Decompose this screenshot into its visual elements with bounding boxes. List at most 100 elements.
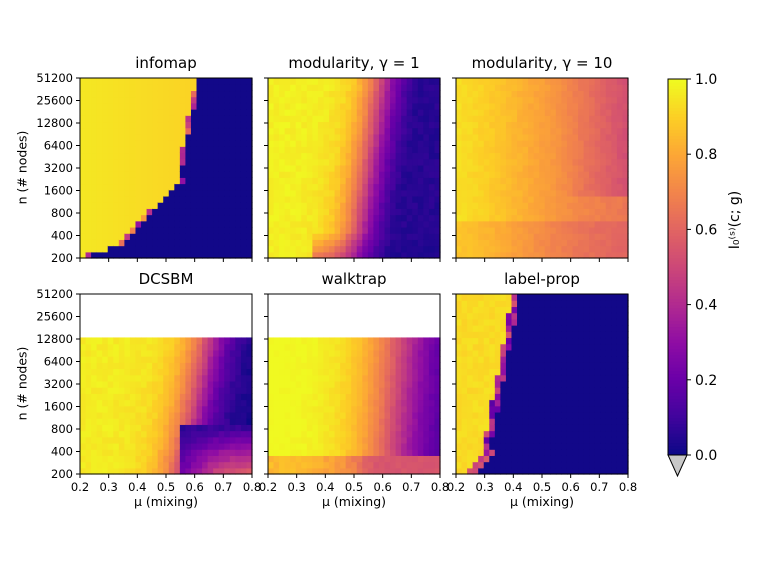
heatmap-cell: [483, 208, 490, 216]
heatmap-cell: [572, 152, 579, 160]
heatmap-cell: [351, 387, 358, 394]
heatmap-cell: [312, 127, 319, 135]
heatmap-cell: [423, 411, 430, 419]
heatmap-cell: [190, 127, 198, 135]
heatmap-cell: [273, 436, 280, 444]
heatmap-cell: [539, 171, 546, 178]
heatmap-cell: [572, 183, 579, 191]
heatmap-cell: [600, 90, 607, 98]
heatmap-cell: [268, 362, 275, 370]
heatmap-cell: [533, 331, 540, 339]
heatmap-cell: [118, 96, 125, 104]
heatmap-cell: [107, 208, 114, 216]
heatmap-cell: [483, 239, 490, 247]
heatmap-cell: [362, 146, 369, 154]
heatmap-cell: [80, 195, 87, 203]
heatmap-cell: [561, 362, 568, 370]
heatmap-cell: [561, 387, 568, 394]
heatmap-cell: [390, 399, 397, 407]
heatmap-cell: [85, 418, 92, 425]
heatmap-cell: [312, 102, 319, 110]
heatmap-cell: [185, 121, 192, 129]
heatmap-cell: [461, 424, 468, 432]
heatmap-cell: [152, 393, 159, 401]
heatmap-cell: [351, 140, 358, 147]
heatmap-cell: [373, 411, 380, 419]
heatmap-cell: [494, 109, 501, 116]
heatmap-cell: [583, 214, 590, 222]
heatmap-cell: [472, 399, 479, 407]
heatmap-cell: [113, 239, 120, 247]
heatmap-cell: [483, 102, 490, 110]
heatmap-cell: [589, 239, 596, 247]
heatmap-cell: [246, 436, 253, 444]
heatmap-cell: [423, 461, 430, 469]
y-tick-label: 200: [51, 467, 73, 481]
heatmap-cell: [373, 189, 380, 197]
heatmap-cell: [539, 349, 546, 357]
heatmap-cell: [373, 399, 380, 407]
heatmap-cell: [246, 109, 253, 116]
heatmap-cell: [306, 133, 313, 141]
heatmap-cell: [362, 239, 369, 247]
heatmap-cell: [550, 226, 557, 234]
heatmap-cell: [146, 233, 153, 240]
heatmap-cell: [157, 96, 164, 104]
heatmap-cell: [306, 90, 313, 98]
heatmap-cell: [351, 436, 358, 444]
heatmap-cell: [511, 96, 518, 104]
heatmap-cell: [141, 177, 148, 185]
heatmap-cell: [229, 226, 236, 234]
heatmap-cell: [456, 337, 463, 345]
heatmap-cell: [384, 152, 391, 160]
heatmap-cell: [152, 436, 159, 444]
heatmap-cell: [246, 146, 253, 154]
heatmap-cell: [207, 220, 214, 228]
heatmap-cell: [80, 430, 87, 438]
heatmap-cell: [196, 226, 203, 234]
heatmap-cell: [356, 171, 363, 178]
heatmap-cell: [235, 177, 242, 185]
heatmap-cell: [152, 115, 159, 123]
heatmap-cell: [395, 133, 402, 141]
heatmap-cell: [340, 405, 347, 413]
heatmap-cell: [141, 455, 148, 463]
heatmap-cell: [461, 202, 468, 209]
heatmap-cell: [533, 325, 540, 332]
heatmap-cell: [135, 455, 142, 463]
heatmap-cell: [124, 251, 131, 259]
heatmap-cell: [434, 436, 441, 444]
heatmap-cell: [168, 121, 175, 129]
heatmap-cell: [295, 233, 302, 240]
heatmap-cell: [594, 133, 601, 141]
heatmap-cell: [196, 245, 203, 253]
heatmap-cell: [229, 121, 236, 129]
heatmap-cell: [179, 399, 187, 407]
heatmap-cell: [91, 109, 98, 116]
heatmap-cell: [290, 133, 297, 141]
heatmap-cell: [196, 177, 203, 185]
heatmap-cell: [622, 78, 629, 85]
heatmap-cell: [146, 177, 153, 185]
heatmap-cell: [141, 374, 148, 382]
heatmap-cell: [423, 436, 430, 444]
heatmap-cell: [152, 109, 159, 116]
heatmap-cell: [196, 411, 203, 419]
heatmap-cell: [367, 115, 375, 123]
heatmap-cell: [317, 109, 325, 116]
heatmap-cell: [351, 189, 358, 197]
heatmap-cell: [351, 430, 358, 438]
heatmap-cell: [323, 411, 330, 419]
heatmap-cell: [85, 84, 92, 92]
heatmap-cell: [417, 84, 424, 92]
heatmap-cell: [113, 220, 120, 228]
heatmap-cell: [135, 109, 142, 116]
heatmap-cell: [218, 239, 225, 247]
heatmap-cell: [224, 202, 231, 209]
heatmap-cell: [157, 405, 164, 413]
heatmap-cell: [179, 461, 187, 469]
heatmap-cell: [107, 127, 114, 135]
heatmap-cell: [268, 356, 275, 363]
heatmap-cell: [544, 140, 551, 147]
heatmap-cell: [190, 467, 198, 475]
